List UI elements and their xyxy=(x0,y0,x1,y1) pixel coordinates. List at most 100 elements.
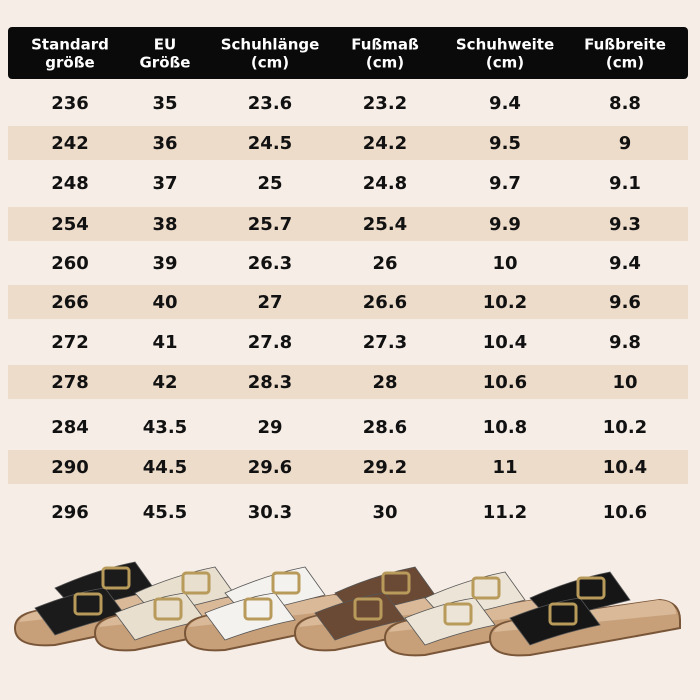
table-cell: 28 xyxy=(372,372,397,393)
table-cell: 9.6 xyxy=(609,292,641,313)
row-stripes xyxy=(8,126,688,484)
table-cell: 9.1 xyxy=(609,173,641,194)
product-image xyxy=(13,561,681,657)
table-cell: 9.4 xyxy=(489,93,521,114)
table-cell: 278 xyxy=(51,372,89,393)
table-cell: 38 xyxy=(152,214,177,235)
table-cell: 10.4 xyxy=(483,332,527,353)
table-cell: 10.6 xyxy=(603,502,647,523)
table-cells: StandardgrößeEUGrößeSchuhlänge(cm)Fußmaß… xyxy=(31,36,666,524)
table-cell: 26.6 xyxy=(363,292,407,313)
sandal-buckle xyxy=(548,602,578,626)
sandal-buckle xyxy=(381,571,411,595)
sandal-buckle xyxy=(181,571,211,595)
table-cell: 45.5 xyxy=(143,502,187,523)
table-cell: 23.2 xyxy=(363,93,407,114)
table-cell: 27.8 xyxy=(248,332,292,353)
table-cell: 10.4 xyxy=(603,457,647,478)
table-cell: 290 xyxy=(51,457,89,478)
table-cell: 236 xyxy=(51,93,89,114)
table-cell: 37 xyxy=(152,173,177,194)
table-cell: 41 xyxy=(152,332,177,353)
table-cell: 29.2 xyxy=(363,457,407,478)
sandal-buckle xyxy=(101,566,131,590)
header-cell: Standard xyxy=(31,36,109,54)
table-cell: 35 xyxy=(152,93,177,114)
table-cell: 43.5 xyxy=(143,417,187,438)
table-cell: 8.8 xyxy=(609,93,641,114)
table-cell: 24.8 xyxy=(363,173,407,194)
table-cell: 24.5 xyxy=(248,133,292,154)
table-cell: 40 xyxy=(152,292,177,313)
table-cell: 42 xyxy=(152,372,177,393)
table-cell: 9.3 xyxy=(609,214,641,235)
table-cell: 11.2 xyxy=(483,502,527,523)
sandal-buckle xyxy=(243,597,273,621)
table-cell: 9.9 xyxy=(489,214,521,235)
table-cell: 284 xyxy=(51,417,89,438)
sandal-buckle xyxy=(271,571,301,595)
table-cell: 39 xyxy=(152,253,177,274)
header-cell: (cm) xyxy=(251,54,289,72)
table-cell: 30 xyxy=(372,502,397,523)
table-cell: 248 xyxy=(51,173,89,194)
table-cell: 11 xyxy=(492,457,517,478)
table-cell: 254 xyxy=(51,214,89,235)
table-cell: 9.7 xyxy=(489,173,521,194)
table-cell: 26.3 xyxy=(248,253,292,274)
header-cell: (cm) xyxy=(606,54,644,72)
header-cell: Größe xyxy=(140,54,191,72)
table-cell: 242 xyxy=(51,133,89,154)
sandal-buckle xyxy=(73,592,103,616)
table-cell: 27.3 xyxy=(363,332,407,353)
table-cell: 25.7 xyxy=(248,214,292,235)
table-cell: 25.4 xyxy=(363,214,407,235)
table-cell: 9.5 xyxy=(489,133,521,154)
header-cell: EU xyxy=(154,36,176,54)
table-cell: 26 xyxy=(372,253,397,274)
sandal-buckle xyxy=(471,576,501,600)
table-cell: 29.6 xyxy=(248,457,292,478)
table-cell: 25 xyxy=(257,173,282,194)
table-cell: 10.2 xyxy=(603,417,647,438)
sandal-buckle xyxy=(576,576,606,600)
table-cell: 36 xyxy=(152,133,177,154)
table-cell: 10 xyxy=(492,253,517,274)
row-stripe xyxy=(8,365,688,399)
row-stripe xyxy=(8,450,688,484)
row-stripe xyxy=(8,207,688,241)
header-cell: Fußmaß xyxy=(351,36,419,54)
table-cell: 28.6 xyxy=(363,417,407,438)
sandal-buckle xyxy=(153,597,183,621)
header-bar xyxy=(8,27,688,79)
table-cell: 44.5 xyxy=(143,457,187,478)
table-cell: 27 xyxy=(257,292,282,313)
table-cell: 10.8 xyxy=(483,417,527,438)
header-cell: größe xyxy=(45,54,94,72)
table-cell: 9.4 xyxy=(609,253,641,274)
sandal-buckle xyxy=(353,597,383,621)
table-cell: 29 xyxy=(257,417,282,438)
table-cell: 10 xyxy=(612,372,637,393)
header-cell: Schuhlänge xyxy=(221,36,320,54)
table-cell: 10.6 xyxy=(483,372,527,393)
table-cell: 23.6 xyxy=(248,93,292,114)
table-cell: 266 xyxy=(51,292,89,313)
table-cell: 10.2 xyxy=(483,292,527,313)
table-cell: 28.3 xyxy=(248,372,292,393)
row-stripe xyxy=(8,126,688,160)
header-cell: (cm) xyxy=(366,54,404,72)
table-cell: 260 xyxy=(51,253,89,274)
table-cell: 9.8 xyxy=(609,332,641,353)
header-cell: Schuhweite xyxy=(456,36,554,54)
table-cell: 9 xyxy=(619,133,632,154)
table-cell: 272 xyxy=(51,332,89,353)
header-cell: (cm) xyxy=(486,54,524,72)
row-stripe xyxy=(8,285,688,319)
table-cell: 30.3 xyxy=(248,502,292,523)
table-cell: 296 xyxy=(51,502,89,523)
sandal-buckle xyxy=(443,602,473,626)
table-cell: 24.2 xyxy=(363,133,407,154)
